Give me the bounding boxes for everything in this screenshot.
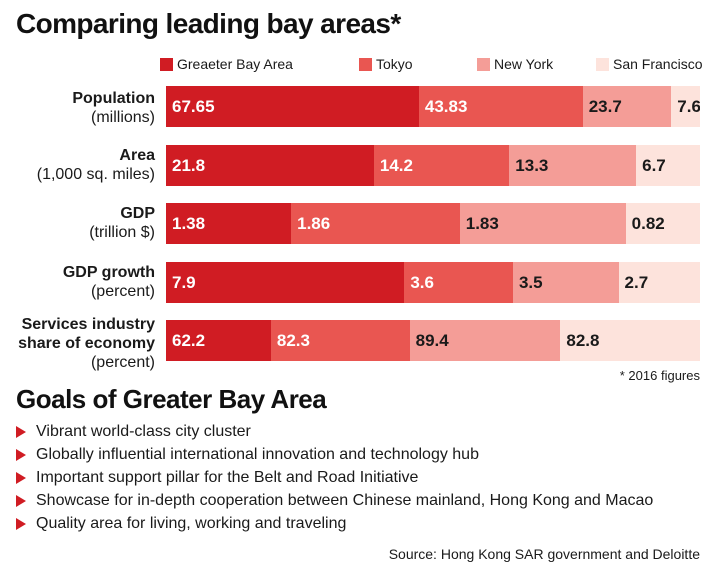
goal-item: Showcase for in-depth cooperation betwee… [16,489,653,512]
bar-segment: 3.6 [404,262,513,303]
bar-value-label: 3.6 [410,272,434,292]
legend-swatch [359,57,372,71]
bar-segment: 23.7 [582,86,672,127]
row-label: Area (1,000 sq. miles) [37,146,155,184]
row-label-bold: Population [72,90,155,107]
legend-swatch [160,57,173,71]
row-label-bold: share of economy [18,335,155,352]
goal-item: Vibrant world-class city cluster [16,420,653,443]
legend-label: Tokyo [376,56,413,72]
row-label-bold: GDP [120,205,155,222]
goal-text: Quality area for living, working and tra… [36,514,347,532]
bar-segment: 62.2 [166,320,271,361]
triangle-bullet-icon [16,425,26,438]
goal-text: Important support pillar for the Belt an… [36,468,419,486]
goal-text: Globally influential international innov… [36,445,479,463]
bar-segment: 0.82 [625,203,700,244]
row-label-unit: (millions) [91,109,155,126]
bar-segment: 43.83 [418,86,583,127]
bar-value-label: 43.83 [424,96,468,116]
bar-value-label: 1.86 [297,213,331,233]
row-label: Services industry share of economy (percen… [18,315,155,372]
goals-title: Goals of Greater Bay Area [16,384,327,414]
bar-segment: 7.68 [671,86,700,127]
chart-title: Comparing leading bay areas* [16,8,401,39]
bar-value-label: 67.65 [172,96,215,116]
bar-value-label: 0.82 [631,213,665,233]
bar-value-label: 89.4 [415,330,449,350]
triangle-bullet-icon [16,494,26,507]
bar-value-label: 14.2 [379,155,413,175]
bar-segment: 3.5 [512,262,619,303]
footnote: * 2016 figures [619,368,700,383]
bar-segment: 1.86 [291,203,460,244]
legend-label: New York [494,56,554,72]
row-label-unit: (percent) [90,283,155,300]
triangle-bullet-icon [16,471,26,484]
bar-segment: 6.7 [636,145,700,186]
bar-value-label: 21.8 [172,155,206,175]
row-label-bold: Area [119,147,155,164]
bar-segment: 2.7 [618,262,700,303]
row-label: Population (millions) [72,89,155,127]
bar-value-label: 82.3 [276,330,310,350]
goals-list: Vibrant world-class city cluster Globall… [16,420,653,535]
bar-segment: 21.8 [166,145,374,186]
bar-value-label: 7.9 [172,272,196,292]
legend-label: Greaeter Bay Area [177,56,293,72]
legend-label: San Francisco [613,56,703,72]
row-label-unit: (1,000 sq. miles) [36,166,155,183]
legend-item: Tokyo [359,56,413,72]
triangle-bullet-icon [16,517,26,530]
bar-segment: 1.38 [166,203,292,244]
bar-value-label: 7.68 [677,96,700,116]
goal-text: Showcase for in-depth cooperation betwee… [36,491,654,509]
legend-item: New York [477,56,553,72]
row-label-unit: (trillion $) [89,224,155,241]
goal-item: Important support pillar for the Belt an… [16,466,653,489]
source-note: Source: Hong Kong SAR government and Del… [388,546,700,562]
bar-value-label: 3.5 [518,272,543,292]
row-label-bold: GDP growth [62,264,155,281]
legend-swatch [477,57,490,71]
legend-item: Greaeter Bay Area [160,56,293,72]
goal-item: Quality area for living, working and tra… [16,512,653,535]
row-label: GDP growth (percent) [63,263,155,301]
bar-segment: 82.8 [560,320,700,361]
bar-value-label: 23.7 [588,96,622,116]
legend-item: San Francisco [596,56,702,72]
row-label-unit: (percent) [90,354,155,371]
goal-item: Globally influential international innov… [16,443,653,466]
row-label: GDP (trillion $) [89,204,155,242]
bar-value-label: 62.2 [172,330,206,350]
bar-segment: 67.65 [166,86,419,127]
legend-swatch [596,57,609,71]
bar-segment: 13.3 [509,145,637,186]
bar-segment: 89.4 [409,320,561,361]
triangle-bullet-icon [16,448,26,461]
bar-segment: 82.3 [270,320,410,361]
legend: Greaeter Bay Area Tokyo New York San Franci… [0,56,720,72]
bar-value-label: 1.38 [172,213,206,233]
bar-segment: 1.83 [459,203,626,244]
bar-value-label: 2.7 [624,272,649,292]
bar-segment: 14.2 [373,145,510,186]
bar-value-label: 82.8 [566,330,600,350]
bar-value-label: 13.3 [515,155,549,175]
bar-value-label: 1.83 [465,213,499,233]
bar-segment: 7.9 [166,262,405,303]
row-label-bold: Services industry [21,316,155,333]
bar-value-label: 6.7 [642,155,666,175]
goal-text: Vibrant world-class city cluster [36,422,251,440]
